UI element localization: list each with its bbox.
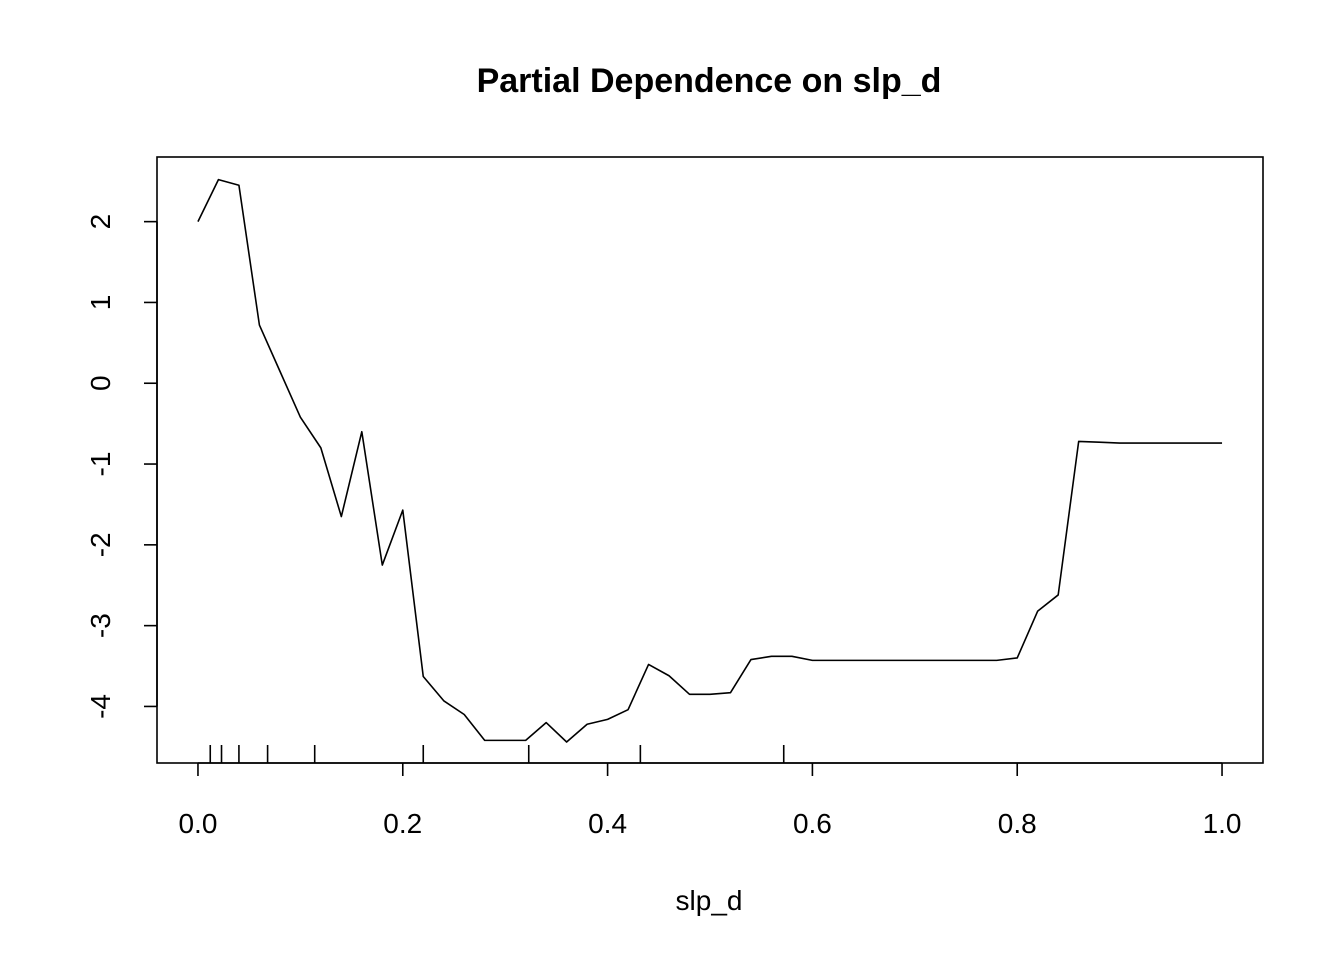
x-tick-label: 0.0 bbox=[178, 808, 217, 839]
y-tick-label: -1 bbox=[85, 452, 116, 477]
x-tick-label: 0.4 bbox=[588, 808, 627, 839]
x-tick-label: 0.2 bbox=[383, 808, 422, 839]
x-axis: 0.0 0.2 0.4 0.6 0.8 1.0 bbox=[178, 762, 1242, 839]
y-axis: -4 -3 -2 -1 0 1 2 bbox=[85, 214, 158, 719]
y-tick-label: -4 bbox=[85, 694, 116, 719]
y-tick-label: -2 bbox=[85, 532, 116, 557]
rug bbox=[209, 745, 785, 763]
plot-box bbox=[156, 156, 1264, 764]
x-tick-label: 1.0 bbox=[1203, 808, 1242, 839]
y-tick-label: 1 bbox=[85, 295, 116, 311]
x-axis-label: slp_d bbox=[676, 885, 743, 916]
y-tick-label: -3 bbox=[85, 613, 116, 638]
x-tick-label: 0.6 bbox=[793, 808, 832, 839]
y-tick-label: 0 bbox=[85, 375, 116, 391]
y-tick-label: 2 bbox=[85, 214, 116, 230]
x-tick-label: 0.8 bbox=[998, 808, 1037, 839]
series-line bbox=[197, 178, 1223, 743]
chart-title: Partial Dependence on slp_d bbox=[477, 62, 942, 100]
